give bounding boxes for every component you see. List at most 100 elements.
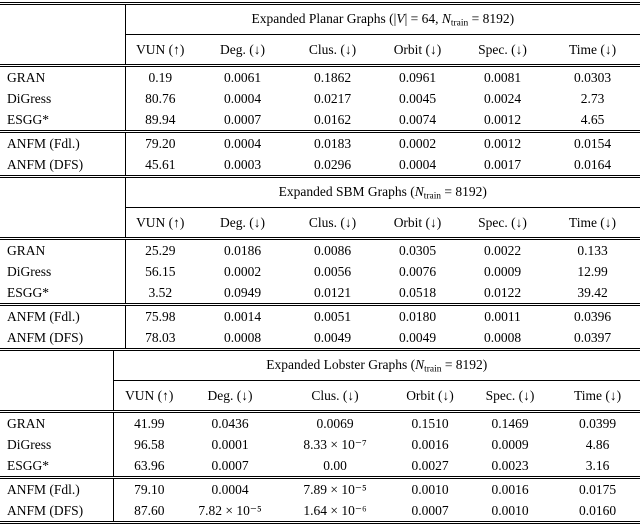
table-title-row: Expanded SBM Graphs (Ntrain = 8192)	[0, 176, 640, 208]
cell: 4.86	[585, 436, 610, 452]
cell: 0.0186	[223, 242, 262, 258]
row-label: DiGress	[7, 90, 52, 106]
cell: 0.0180	[398, 308, 437, 324]
cell: 0.0397	[573, 329, 612, 345]
row-label: ANFM (Fdl.)	[7, 308, 80, 324]
column-header: Orbit (↓)	[395, 380, 465, 413]
table-row: GRAN 25.29 0.0186 0.0086 0.0305 0.0022 0…	[0, 238, 640, 261]
column-header: VUN (↑)	[112, 380, 185, 413]
row-label: GRAN	[7, 415, 46, 431]
cell: 0.0175	[578, 481, 617, 497]
blank-cell	[0, 177, 125, 208]
cell: 0.0014	[223, 308, 262, 324]
table-row: DiGress 80.76 0.0004 0.0217 0.0045 0.002…	[0, 88, 640, 109]
table-title: Expanded SBM Graphs (Ntrain = 8192)	[124, 176, 640, 208]
blank-cell	[0, 34, 125, 67]
table-expanded-sbm-graphs: Expanded SBM Graphs (Ntrain = 8192) VUN …	[0, 175, 640, 348]
cell: 41.99	[112, 411, 185, 434]
cell: 8.33 × 10⁻⁷	[303, 436, 367, 452]
cell: 75.98	[124, 304, 195, 327]
row-label: ANFM (DFS)	[7, 329, 84, 345]
column-header: Deg. (↓)	[195, 207, 290, 240]
table-row: ANFM (DFS) 87.60 7.82 × 10⁻⁵ 1.64 × 10⁻⁶…	[0, 500, 640, 523]
column-header: VUN (↑)	[124, 207, 195, 240]
cell: 0.0007	[195, 109, 290, 133]
cell: 0.1469	[491, 415, 529, 431]
column-header: Time (↓)	[545, 34, 640, 67]
column-header: Time (↓)	[555, 380, 640, 413]
table-row: ANFM (DFS) 78.03 0.0008 0.0049 0.0049 0.…	[0, 327, 640, 348]
cell: 0.0002	[398, 135, 437, 151]
table-expanded-lobster-graphs: Expanded Lobster Graphs (Ntrain = 8192) …	[0, 348, 640, 524]
cell: 45.61	[124, 154, 195, 175]
column-header: Clus. (↓)	[275, 380, 395, 413]
cell: 0.0012	[460, 109, 545, 133]
cell: 0.0164	[573, 156, 612, 172]
cell: 0.0004	[211, 481, 249, 497]
cell: 89.94	[124, 109, 195, 133]
cell: 0.0023	[465, 455, 555, 479]
cell: 0.0305	[398, 242, 437, 258]
column-header: Orbit (↓)	[375, 34, 460, 67]
column-header: VUN (↑)	[124, 34, 195, 67]
cell: 0.0004	[223, 135, 262, 151]
row-label: ESGG*	[0, 455, 113, 479]
row-label: ANFM (Fdl.)	[7, 135, 80, 151]
cell: 0.0027	[395, 455, 465, 479]
table-title-row: Expanded Planar Graphs (|V| = 64, Ntrain…	[0, 3, 640, 35]
column-header: Spec. (↓)	[460, 34, 545, 67]
table-row: ANFM (DFS) 45.61 0.0003 0.0296 0.0004 0.…	[0, 154, 640, 175]
cell: 0.00	[275, 455, 395, 479]
table-row: ESGG* 63.96 0.0007 0.00 0.0027 0.0023 3.…	[0, 455, 640, 479]
column-header: Clus. (↓)	[290, 34, 375, 67]
cell: 79.20	[124, 131, 195, 154]
cell: 0.0007	[411, 502, 449, 518]
cell: 0.0022	[483, 242, 522, 258]
cell: 39.42	[545, 282, 640, 306]
table-row: ANFM (Fdl.) 75.98 0.0014 0.0051 0.0180 0…	[0, 304, 640, 327]
blank-cell	[0, 350, 113, 381]
column-header-row: VUN (↑) Deg. (↓) Clus. (↓) Orbit (↓) Spe…	[0, 380, 640, 413]
cell: 0.0010	[491, 502, 529, 518]
blank-cell	[0, 207, 125, 240]
cell: 7.82 × 10⁻⁵	[198, 502, 262, 518]
column-header: Orbit (↓)	[375, 207, 460, 240]
cell: 80.76	[124, 88, 195, 109]
column-header: Clus. (↓)	[290, 207, 375, 240]
cell: 0.0011	[484, 308, 521, 324]
column-header: Deg. (↓)	[185, 380, 275, 413]
table-row: GRAN 0.19 0.0061 0.1862 0.0961 0.0081 0.…	[0, 65, 640, 88]
cell: 0.0949	[195, 282, 290, 306]
column-header: Time (↓)	[545, 207, 640, 240]
table-row: ANFM (Fdl.) 79.20 0.0004 0.0183 0.0002 0…	[0, 131, 640, 154]
table-expanded-planar-graphs: Expanded Planar Graphs (|V| = 64, Ntrain…	[0, 2, 640, 175]
cell: 0.0003	[223, 156, 262, 172]
blank-cell	[0, 380, 113, 413]
cell: 0.0056	[313, 263, 352, 279]
cell: 0.1510	[411, 415, 449, 431]
row-label: ANFM (DFS)	[7, 156, 84, 172]
cell: 0.0183	[313, 135, 352, 151]
cell: 0.0012	[483, 135, 522, 151]
column-header: Spec. (↓)	[465, 380, 555, 413]
cell: 0.0009	[491, 436, 529, 452]
cell: 0.0017	[483, 156, 522, 172]
cell: 0.0004	[223, 90, 262, 106]
cell: 0.0045	[398, 90, 437, 106]
cell: 0.0399	[578, 415, 617, 431]
cell: 4.65	[545, 109, 640, 133]
row-label: ESGG*	[0, 109, 125, 133]
column-header-row: VUN (↑) Deg. (↓) Clus. (↓) Orbit (↓) Spe…	[0, 207, 640, 240]
row-label: ANFM (Fdl.)	[7, 481, 80, 497]
cell: 0.0004	[398, 156, 437, 172]
table-title-row: Expanded Lobster Graphs (Ntrain = 8192)	[0, 349, 640, 381]
column-header: Spec. (↓)	[460, 207, 545, 240]
cell: 0.0396	[573, 308, 612, 324]
cell: 96.58	[112, 434, 185, 455]
row-label: DiGress	[7, 263, 52, 279]
cell: 0.0016	[411, 436, 449, 452]
cell: 0.0162	[290, 109, 375, 133]
cell: 0.0016	[491, 481, 529, 497]
cell: 0.0961	[398, 69, 437, 85]
